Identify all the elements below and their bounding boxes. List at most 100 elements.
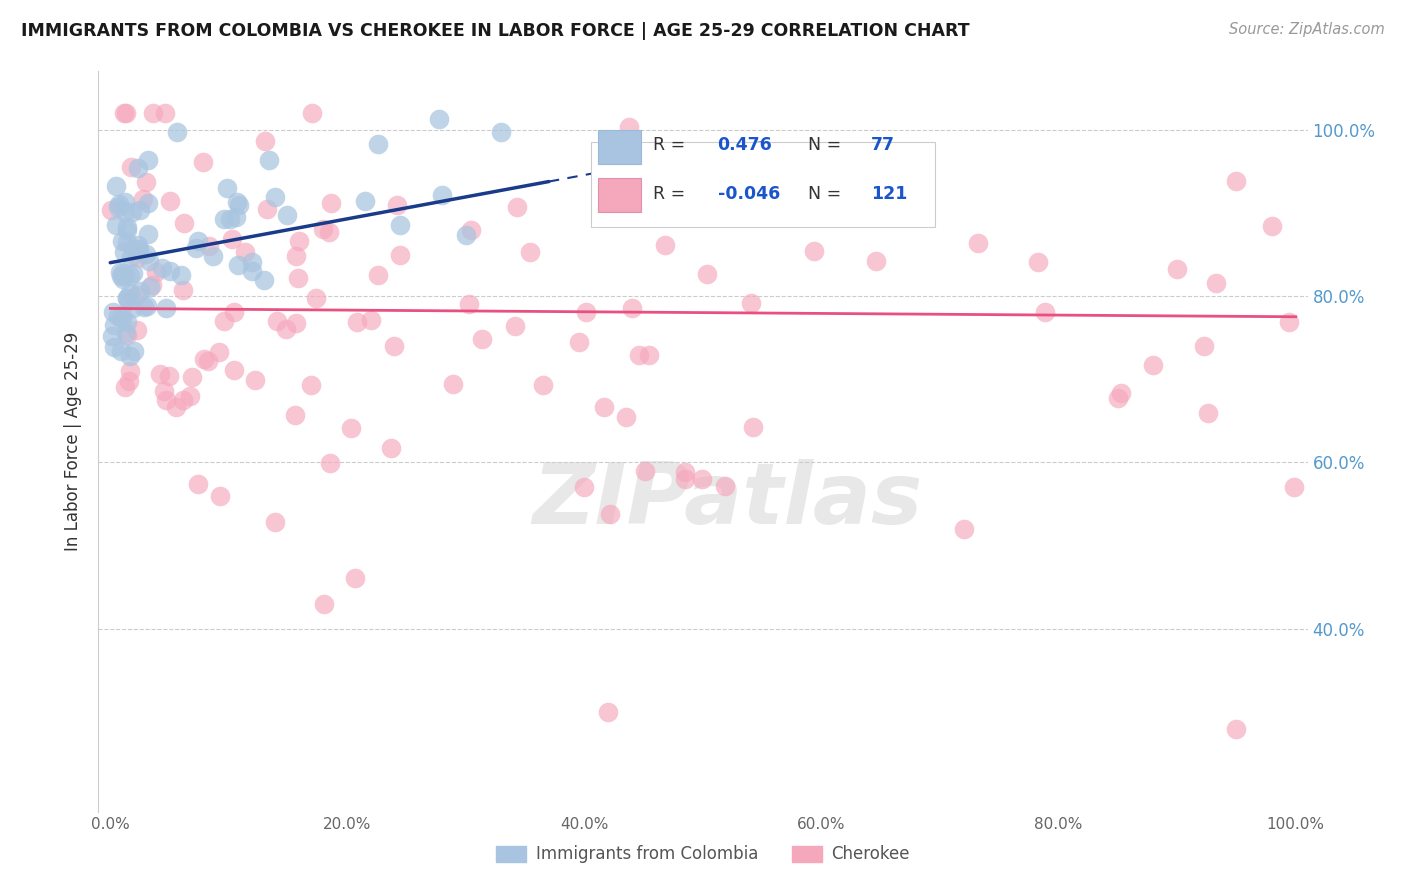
Point	[617, 120, 640, 134]
Point	[157, 368, 180, 383]
Point	[101, 328, 124, 343]
Point	[713, 479, 735, 493]
Point	[122, 242, 145, 256]
Point	[122, 243, 145, 257]
Point	[127, 251, 149, 265]
Point	[240, 264, 263, 278]
Point	[135, 247, 157, 261]
Text: -0.046: -0.046	[717, 185, 780, 202]
Point	[114, 269, 136, 284]
Point	[344, 571, 367, 585]
Point	[287, 270, 309, 285]
Point	[233, 245, 256, 260]
Point	[127, 161, 149, 175]
Point	[224, 363, 246, 377]
Point	[187, 477, 209, 491]
Point	[209, 489, 232, 503]
Point	[599, 508, 621, 522]
Point	[115, 220, 138, 235]
Point	[253, 273, 276, 287]
Point	[388, 248, 411, 262]
Point	[114, 195, 136, 210]
Point	[353, 194, 375, 208]
Point	[217, 181, 239, 195]
Point	[264, 515, 287, 529]
Point	[380, 442, 402, 456]
Point	[115, 223, 138, 237]
Point	[118, 285, 141, 300]
Point	[125, 323, 148, 337]
Point	[284, 316, 307, 330]
Point	[460, 222, 482, 236]
Point	[159, 194, 181, 209]
Point	[138, 254, 160, 268]
Point	[318, 225, 340, 239]
Point	[165, 401, 187, 415]
Point	[319, 456, 342, 470]
Point	[967, 235, 990, 250]
Point	[593, 400, 616, 414]
Point	[312, 597, 335, 611]
Point	[134, 300, 156, 314]
Point	[673, 472, 696, 486]
Y-axis label: In Labor Force | Age 25-29: In Labor Force | Age 25-29	[65, 332, 83, 551]
Text: 121: 121	[872, 185, 907, 202]
Point	[1197, 406, 1219, 420]
Point	[690, 472, 713, 486]
Point	[207, 345, 229, 359]
Point	[654, 238, 676, 252]
Text: N =: N =	[808, 136, 841, 154]
Point	[214, 314, 236, 328]
Legend: Immigrants from Colombia, Cherokee: Immigrants from Colombia, Cherokee	[489, 838, 917, 870]
Point	[110, 234, 132, 248]
Point	[111, 308, 134, 322]
Point	[136, 196, 159, 211]
Point	[1166, 262, 1188, 277]
Text: Source: ZipAtlas.com: Source: ZipAtlas.com	[1229, 22, 1385, 37]
Point	[136, 227, 159, 242]
Point	[952, 522, 974, 536]
Point	[389, 218, 412, 232]
Point	[117, 291, 139, 305]
Point	[118, 349, 141, 363]
Point	[110, 269, 132, 284]
Point	[387, 198, 409, 212]
Point	[135, 299, 157, 313]
FancyBboxPatch shape	[591, 142, 935, 227]
Point	[122, 344, 145, 359]
Point	[288, 234, 311, 248]
Point	[114, 106, 136, 120]
Point	[222, 304, 245, 318]
Point	[153, 106, 176, 120]
Point	[257, 153, 280, 167]
Point	[301, 106, 323, 120]
Point	[432, 188, 454, 202]
Point	[201, 249, 224, 263]
Point	[115, 326, 138, 341]
Point	[568, 335, 591, 350]
Point	[1192, 339, 1215, 353]
Point	[1109, 385, 1132, 400]
Point	[360, 312, 382, 326]
Point	[263, 190, 285, 204]
Point	[104, 218, 127, 232]
Point	[128, 202, 150, 217]
Point	[153, 384, 176, 398]
Point	[1107, 391, 1129, 405]
Point	[101, 305, 124, 319]
Point	[112, 244, 135, 259]
Point	[574, 480, 596, 494]
Point	[471, 333, 494, 347]
Point	[115, 315, 138, 329]
Point	[127, 243, 149, 257]
Point	[245, 373, 267, 387]
Point	[121, 301, 143, 316]
Point	[228, 197, 250, 211]
Point	[340, 421, 363, 435]
Text: 77: 77	[872, 136, 896, 154]
Point	[321, 195, 343, 210]
Point	[506, 200, 529, 214]
Text: R =: R =	[654, 136, 686, 154]
Text: R =: R =	[654, 185, 686, 202]
Point	[180, 369, 202, 384]
